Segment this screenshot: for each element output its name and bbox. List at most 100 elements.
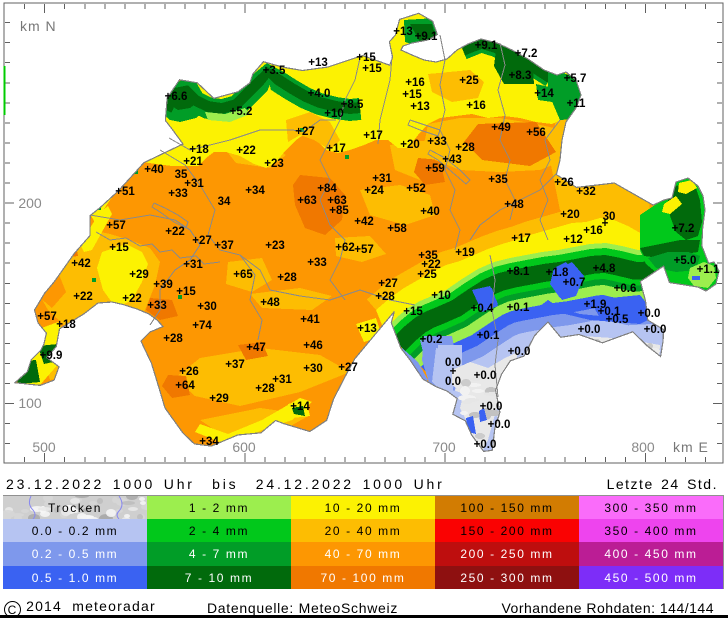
svg-text:+15: +15 — [356, 52, 376, 64]
svg-text:+47: +47 — [246, 342, 266, 354]
svg-text:+28: +28 — [277, 272, 297, 284]
svg-text:+28: +28 — [375, 291, 395, 303]
svg-text:+52: +52 — [406, 183, 426, 195]
svg-text:+: + — [450, 366, 457, 378]
svg-text:+17: +17 — [326, 143, 346, 155]
svg-text:+8.5: +8.5 — [341, 99, 364, 111]
svg-text:+4.0: +4.0 — [308, 88, 331, 100]
svg-text:+30: +30 — [303, 363, 323, 375]
svg-text:+16: +16 — [405, 77, 425, 89]
svg-text:800: 800 — [631, 439, 655, 455]
svg-text:+27: +27 — [338, 362, 358, 374]
svg-text:+13: +13 — [308, 57, 328, 69]
svg-text:+19: +19 — [455, 247, 475, 259]
svg-text:+10: +10 — [324, 108, 344, 120]
svg-text:+74: +74 — [192, 320, 212, 332]
svg-text:+: + — [602, 218, 609, 230]
svg-text:34: 34 — [218, 196, 231, 208]
svg-text:35: 35 — [175, 169, 188, 181]
svg-text:+22: +22 — [421, 259, 441, 271]
svg-text:+7.2: +7.2 — [515, 48, 538, 60]
svg-text:+18: +18 — [189, 144, 209, 156]
svg-text:+21: +21 — [183, 156, 203, 168]
svg-text:+24: +24 — [364, 185, 384, 197]
svg-text:+27: +27 — [378, 278, 398, 290]
svg-text:+28: +28 — [455, 142, 475, 154]
svg-text:+40: +40 — [420, 206, 440, 218]
svg-text:+26: +26 — [179, 366, 199, 378]
svg-text:+20: +20 — [400, 139, 420, 151]
svg-text:+0.7: +0.7 — [563, 277, 586, 289]
svg-text:+26: +26 — [554, 177, 574, 189]
svg-text:+48: +48 — [504, 199, 524, 211]
svg-text:+33: +33 — [307, 257, 327, 269]
svg-text:200: 200 — [18, 195, 42, 211]
svg-text:+46: +46 — [303, 340, 323, 352]
svg-text:+15: +15 — [402, 89, 422, 101]
svg-text:+57: +57 — [106, 220, 126, 232]
svg-text:+0.0: +0.0 — [474, 439, 497, 451]
svg-text:+3.5: +3.5 — [263, 65, 286, 77]
svg-text:+37: +37 — [214, 240, 234, 252]
svg-text:+57: +57 — [354, 244, 374, 256]
svg-text:+1.8: +1.8 — [546, 267, 569, 279]
svg-text:+30: +30 — [197, 301, 217, 313]
svg-text:+9.9: +9.9 — [40, 350, 63, 362]
svg-text:+84: +84 — [317, 183, 337, 195]
svg-text:+33: +33 — [168, 188, 188, 200]
svg-text:+7.2: +7.2 — [672, 223, 695, 235]
svg-text:+0.1: +0.1 — [598, 306, 621, 318]
svg-text:+48: +48 — [260, 297, 280, 309]
svg-text:+27: +27 — [295, 126, 315, 138]
svg-text:+0.6: +0.6 — [614, 283, 637, 295]
svg-text:+15: +15 — [362, 63, 382, 75]
svg-text:+33: +33 — [427, 136, 447, 148]
svg-text:+14: +14 — [534, 88, 554, 100]
svg-text:+58: +58 — [387, 223, 407, 235]
svg-text:+63: +63 — [297, 195, 317, 207]
svg-text:km N: km N — [20, 18, 57, 34]
svg-text:+0.5: +0.5 — [606, 314, 629, 326]
svg-text:+20: +20 — [560, 209, 580, 221]
svg-text:+39: +39 — [153, 279, 173, 291]
svg-text:+28: +28 — [163, 333, 183, 345]
svg-text:+31: +31 — [184, 178, 204, 190]
svg-text:+0.0: +0.0 — [638, 308, 661, 320]
svg-text:+31: +31 — [272, 374, 292, 386]
svg-text:+17: +17 — [511, 233, 531, 245]
svg-text:+27: +27 — [192, 235, 212, 247]
svg-text:+34: +34 — [245, 185, 265, 197]
svg-text:km E: km E — [673, 439, 709, 455]
svg-text:+9.1: +9.1 — [415, 31, 438, 43]
svg-text:+43: +43 — [442, 154, 462, 166]
svg-text:+37: +37 — [225, 359, 245, 371]
svg-text:+40: +40 — [144, 164, 164, 176]
svg-text:+10: +10 — [431, 290, 451, 302]
svg-text:+29: +29 — [209, 393, 229, 405]
svg-text:+65: +65 — [233, 269, 253, 281]
svg-text:+8.1: +8.1 — [507, 266, 530, 278]
svg-text:+56: +56 — [526, 127, 546, 139]
svg-text:+85: +85 — [329, 205, 349, 217]
svg-text:+34: +34 — [199, 436, 219, 448]
svg-text:+22: +22 — [165, 226, 185, 238]
svg-text:+16: +16 — [583, 225, 603, 237]
svg-text:+28: +28 — [255, 383, 275, 395]
svg-text:+23: +23 — [265, 240, 285, 252]
svg-text:+0.0: +0.0 — [480, 401, 503, 413]
svg-text:+5.2: +5.2 — [230, 106, 253, 118]
svg-text:+64: +64 — [175, 380, 195, 392]
svg-text:+49: +49 — [491, 122, 511, 134]
svg-text:+1.1: +1.1 — [697, 264, 720, 276]
svg-text:+41: +41 — [300, 314, 320, 326]
svg-text:+16: +16 — [466, 100, 486, 112]
svg-text:+13: +13 — [357, 323, 377, 335]
svg-text:+59: +59 — [425, 163, 445, 175]
svg-text:600: 600 — [232, 439, 256, 455]
svg-text:+57: +57 — [37, 311, 57, 323]
svg-text:+35: +35 — [488, 174, 508, 186]
svg-text:+22: +22 — [236, 145, 256, 157]
svg-text:500: 500 — [32, 439, 56, 455]
svg-text:+0.0: +0.0 — [578, 324, 601, 336]
svg-text:100: 100 — [18, 395, 42, 411]
